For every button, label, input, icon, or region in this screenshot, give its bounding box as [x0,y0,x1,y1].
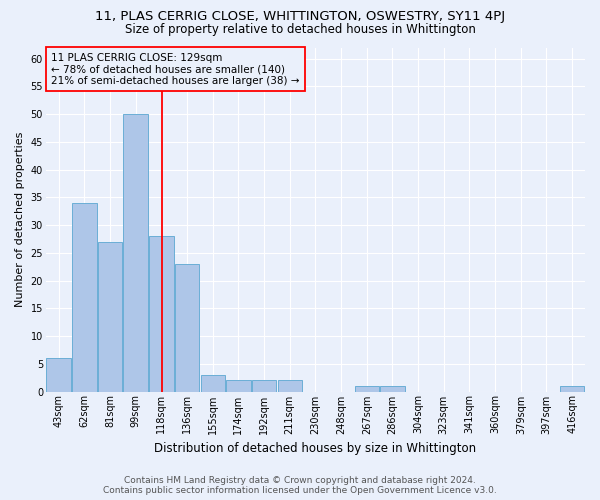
Bar [200,375,225,392]
Bar [124,114,148,392]
Bar [278,380,302,392]
Bar [380,386,404,392]
Bar [149,236,173,392]
Bar [355,386,379,392]
Bar [226,380,251,392]
Text: Size of property relative to detached houses in Whittington: Size of property relative to detached ho… [125,22,475,36]
Bar [98,242,122,392]
Text: 11 PLAS CERRIG CLOSE: 129sqm
← 78% of detached houses are smaller (140)
21% of s: 11 PLAS CERRIG CLOSE: 129sqm ← 78% of de… [51,52,300,86]
Bar [72,203,97,392]
Bar [560,386,584,392]
X-axis label: Distribution of detached houses by size in Whittington: Distribution of detached houses by size … [154,442,476,455]
Text: Contains HM Land Registry data © Crown copyright and database right 2024.
Contai: Contains HM Land Registry data © Crown c… [103,476,497,495]
Y-axis label: Number of detached properties: Number of detached properties [15,132,25,307]
Bar [175,264,199,392]
Bar [252,380,276,392]
Text: 11, PLAS CERRIG CLOSE, WHITTINGTON, OSWESTRY, SY11 4PJ: 11, PLAS CERRIG CLOSE, WHITTINGTON, OSWE… [95,10,505,23]
Bar [46,358,71,392]
